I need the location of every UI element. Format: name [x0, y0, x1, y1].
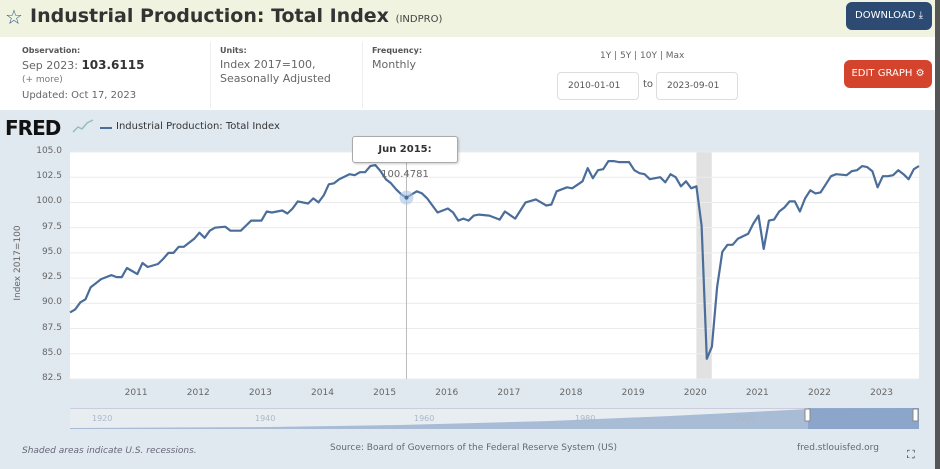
- navigator-selection[interactable]: [808, 408, 919, 429]
- fred-logo: FRED: [5, 116, 61, 140]
- series-title: Industrial Production: Total Index: [30, 5, 389, 27]
- navigator-chart: [70, 408, 919, 429]
- more-link[interactable]: (+ more): [22, 75, 63, 85]
- y-tick-label: 105.0: [36, 146, 62, 156]
- range-sep: |: [611, 51, 620, 61]
- end-date-input[interactable]: 2023-09-01: [656, 72, 738, 100]
- navigator-handle-right[interactable]: [912, 408, 919, 422]
- site-link[interactable]: fred.stlouisfed.org: [797, 443, 879, 453]
- x-tick-label: 2015: [373, 388, 397, 398]
- x-tick-label: 2019: [621, 388, 645, 398]
- navigator-label: 1920: [92, 414, 113, 423]
- observation-label: Observation:: [22, 46, 81, 55]
- scrollbar[interactable]: [935, 0, 940, 469]
- y-tick-label: 82.5: [41, 373, 62, 383]
- edit-graph-button[interactable]: EDIT GRAPH ⚙: [844, 60, 932, 88]
- range-selector: 1Y | 5Y | 10Y | Max: [600, 51, 684, 61]
- range-max[interactable]: Max: [665, 51, 685, 61]
- x-tick-label: 2017: [497, 388, 521, 398]
- x-tick-label: 2021: [745, 388, 769, 398]
- divider: [210, 42, 211, 108]
- to-label: to: [643, 79, 654, 90]
- title-bar: [0, 0, 940, 37]
- tooltip: Jun 2015: 100.4781: [352, 136, 458, 180]
- y-tick-label: 102.5: [36, 171, 62, 182]
- navigator-label: 1960: [414, 414, 435, 423]
- observation-date: Sep 2023:: [22, 59, 78, 72]
- fullscreen-icon[interactable]: ⛶: [907, 448, 915, 461]
- frequency-value: Monthly: [372, 58, 417, 71]
- range-sep: |: [631, 51, 640, 61]
- source-note: Source: Board of Governors of the Federa…: [330, 443, 617, 453]
- observation-value: 103.6115: [81, 58, 145, 72]
- y-tick-label: 95.0: [41, 246, 62, 257]
- gear-icon: ⚙: [915, 68, 925, 79]
- y-axis-label: Index 2017=100: [13, 225, 23, 301]
- x-tick-label: 2023: [870, 388, 894, 398]
- y-tick-label: 87.5: [41, 322, 62, 333]
- y-tick-label: 85.0: [41, 347, 62, 358]
- units-line1: Index 2017=100,: [220, 58, 316, 71]
- updated-date: Updated: Oct 17, 2023: [22, 90, 137, 101]
- download-label: DOWNLOAD: [855, 10, 916, 21]
- observation: Sep 2023: 103.6115: [22, 58, 144, 73]
- x-tick-label: 2013: [248, 388, 272, 398]
- plot-area[interactable]: [70, 152, 919, 379]
- range-5y[interactable]: 5Y: [620, 51, 632, 61]
- edit-label: EDIT GRAPH: [851, 68, 913, 79]
- hover-point: [404, 195, 409, 200]
- series-id: (INDPRO): [395, 14, 443, 25]
- navigator-label: 1980: [575, 414, 596, 423]
- y-tick-label: 100.0: [36, 196, 62, 207]
- download-button[interactable]: DOWNLOAD ⤓: [846, 2, 932, 30]
- info-panel: [0, 37, 935, 110]
- x-tick-label: 2018: [559, 388, 583, 398]
- y-tick-label: 92.5: [41, 272, 62, 283]
- navigator-handle-left[interactable]: [804, 408, 811, 422]
- tooltip-date: Jun 2015:: [378, 144, 432, 155]
- series-line: [69, 160, 920, 360]
- download-icon: ⤓: [918, 10, 923, 21]
- tooltip-value: 100.4781: [381, 169, 429, 180]
- x-tick-label: 2022: [808, 388, 831, 398]
- divider: [362, 42, 363, 108]
- x-tick-label: 2014: [311, 388, 334, 398]
- start-date-input[interactable]: 2010-01-01: [557, 72, 639, 100]
- range-1y[interactable]: 1Y: [600, 51, 612, 61]
- units-line2: Seasonally Adjusted: [220, 72, 331, 85]
- range-sep: |: [656, 51, 666, 61]
- x-tick-label: 2011: [124, 388, 148, 398]
- range-10y[interactable]: 10Y: [640, 51, 657, 61]
- legend-label: Industrial Production: Total Index: [116, 121, 280, 132]
- page-title: Industrial Production: Total Index (INDP…: [30, 5, 442, 27]
- legend-line: [100, 127, 112, 129]
- units-label: Units:: [220, 46, 247, 55]
- navigator-label: 1940: [255, 414, 276, 423]
- y-tick-label: 97.5: [41, 221, 62, 232]
- x-tick-label: 2012: [186, 388, 210, 398]
- navigator-label: 2000: [735, 414, 756, 423]
- x-tick-label: 2020: [683, 388, 707, 398]
- star-icon[interactable]: ☆: [5, 5, 23, 29]
- y-tick-label: 90.0: [41, 297, 62, 308]
- frequency-label: Frequency:: [372, 46, 423, 55]
- x-tick-label: 2016: [435, 388, 459, 398]
- chart-logo-icon: [72, 119, 94, 133]
- recession-note: Shaded areas indicate U.S. recessions.: [22, 446, 197, 456]
